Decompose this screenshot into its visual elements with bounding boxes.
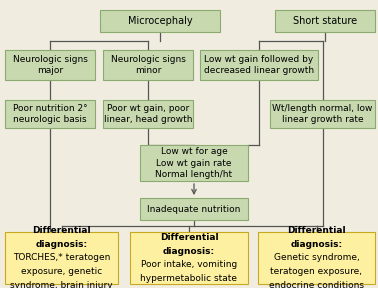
Text: Microcephaly: Microcephaly [128,16,192,26]
FancyBboxPatch shape [5,100,95,128]
FancyBboxPatch shape [275,10,375,32]
Text: Neurologic signs
major: Neurologic signs major [12,55,87,75]
Text: Differential: Differential [32,226,91,234]
Text: Low wt for age
Low wt gain rate
Normal length/ht: Low wt for age Low wt gain rate Normal l… [155,147,232,179]
FancyBboxPatch shape [200,50,318,80]
FancyBboxPatch shape [103,100,193,128]
Text: Short stature: Short stature [293,16,357,26]
Text: Differential: Differential [287,226,346,234]
Text: diagnosis:: diagnosis: [290,240,342,249]
Text: TORCHES,* teratogen: TORCHES,* teratogen [13,253,110,262]
Text: hypermetabolic state: hypermetabolic state [141,274,237,283]
Text: diagnosis:: diagnosis: [163,247,215,255]
Text: Poor nutrition 2°
neurologic basis: Poor nutrition 2° neurologic basis [13,104,87,124]
FancyBboxPatch shape [270,100,375,128]
Text: Low wt gain followed by
decreased linear growth: Low wt gain followed by decreased linear… [204,55,314,75]
Text: Genetic syndrome,: Genetic syndrome, [274,253,359,262]
FancyBboxPatch shape [5,50,95,80]
Text: endocrine conditions: endocrine conditions [269,281,364,288]
FancyBboxPatch shape [100,10,220,32]
FancyBboxPatch shape [130,232,248,284]
FancyBboxPatch shape [5,232,118,284]
Text: syndrome, brain injury: syndrome, brain injury [10,281,113,288]
Text: diagnosis:: diagnosis: [36,240,88,249]
Text: Poor intake, vomiting: Poor intake, vomiting [141,261,237,270]
Text: Wt/length normal, low
linear growth rate: Wt/length normal, low linear growth rate [272,104,373,124]
Text: exposure, genetic: exposure, genetic [21,268,102,276]
FancyBboxPatch shape [103,50,193,80]
Text: teratogen exposure,: teratogen exposure, [271,268,363,276]
FancyBboxPatch shape [140,198,248,220]
Text: Neurologic signs
minor: Neurologic signs minor [110,55,186,75]
Text: Inadequate nutrition: Inadequate nutrition [147,204,241,213]
Text: Differential: Differential [160,232,218,242]
FancyBboxPatch shape [258,232,375,284]
Text: Poor wt gain, poor
linear, head growth: Poor wt gain, poor linear, head growth [104,104,192,124]
FancyBboxPatch shape [140,145,248,181]
